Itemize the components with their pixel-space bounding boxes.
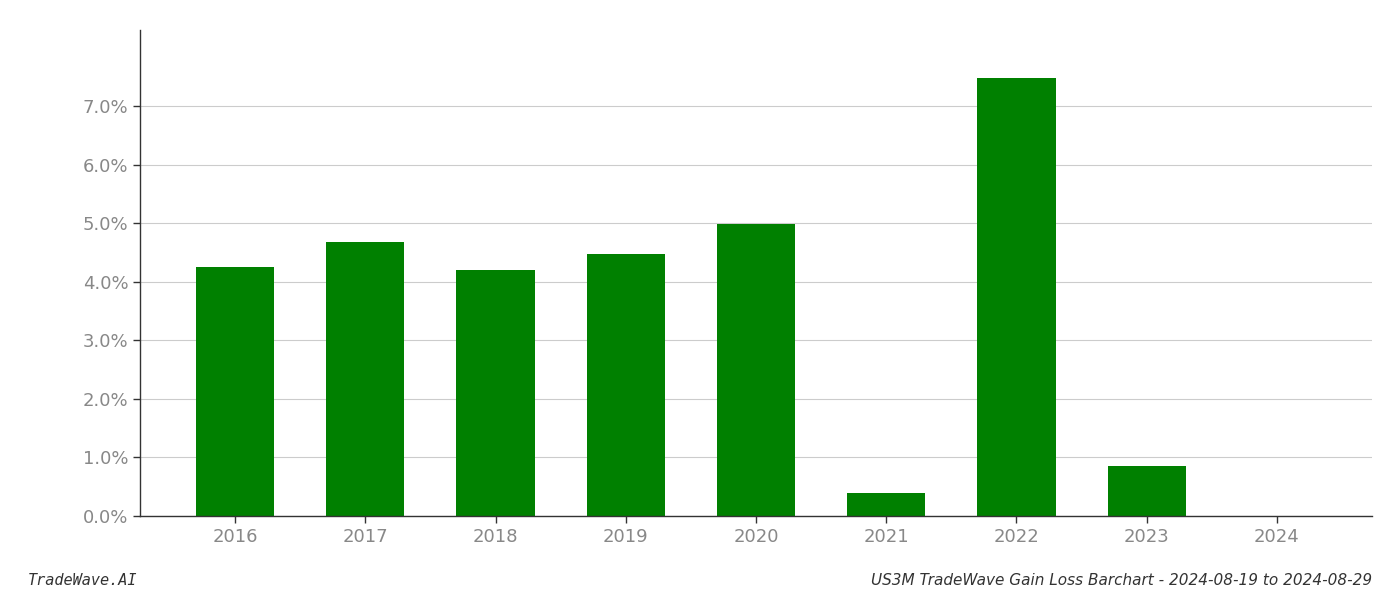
- Bar: [587, 254, 665, 516]
- Bar: [326, 242, 405, 516]
- Bar: [456, 270, 535, 516]
- Text: US3M TradeWave Gain Loss Barchart - 2024-08-19 to 2024-08-29: US3M TradeWave Gain Loss Barchart - 2024…: [871, 573, 1372, 588]
- Bar: [1107, 466, 1186, 516]
- Bar: [977, 78, 1056, 516]
- Bar: [196, 267, 274, 516]
- Bar: [847, 493, 925, 516]
- Bar: [717, 224, 795, 516]
- Text: TradeWave.AI: TradeWave.AI: [28, 573, 137, 588]
